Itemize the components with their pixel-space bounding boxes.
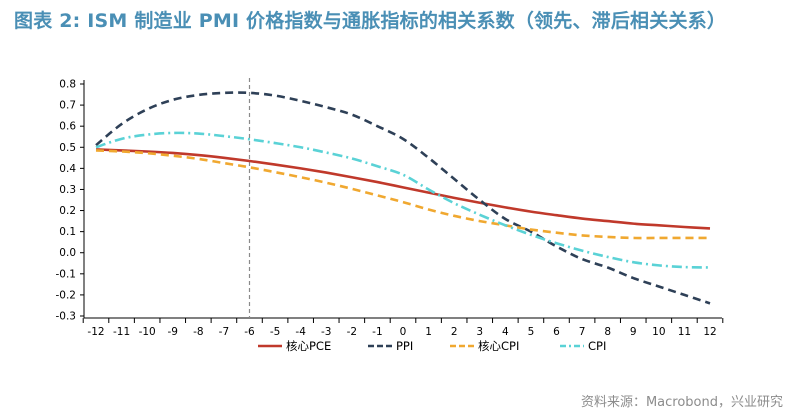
legend-label-0: 核心PCE bbox=[286, 339, 331, 353]
x-tick-label: 2 bbox=[451, 326, 458, 338]
x-tick-label: 5 bbox=[528, 326, 535, 338]
x-tick-label: 1 bbox=[425, 326, 432, 338]
x-tick-label: 10 bbox=[652, 326, 665, 338]
chart-title: 图表 2: ISM 制造业 PMI 价格指数与通胀指标的相关系数（领先、滞后相关… bbox=[14, 10, 727, 32]
x-tick-label: -12 bbox=[87, 326, 104, 338]
series-line-0 bbox=[95, 148, 711, 230]
x-tick-label: -5 bbox=[270, 326, 280, 338]
x-tick-label: 6 bbox=[553, 326, 560, 338]
x-tick-label: 0 bbox=[400, 326, 407, 338]
x-tick-label: 7 bbox=[579, 326, 586, 338]
y-tick-label: -0.2 bbox=[56, 289, 77, 301]
x-tick-label: -2 bbox=[347, 326, 357, 338]
x-tick-label: 3 bbox=[476, 326, 483, 338]
x-tick-label: -7 bbox=[219, 326, 229, 338]
x-tick-label: 12 bbox=[703, 326, 716, 338]
x-tick-label: -9 bbox=[168, 326, 178, 338]
legend-label-1: PPI bbox=[396, 339, 413, 353]
y-tick-label: 0.6 bbox=[59, 121, 76, 133]
series-line-2 bbox=[95, 149, 710, 240]
y-tick-label: 0.0 bbox=[59, 247, 76, 259]
x-tick-label: -11 bbox=[113, 326, 130, 338]
y-tick-label: 0.1 bbox=[59, 226, 76, 238]
y-tick-label: 0.2 bbox=[59, 205, 76, 217]
source-note: 资料来源：Macrobond，兴业研究 bbox=[580, 395, 783, 410]
x-tick-label: 4 bbox=[502, 326, 509, 338]
chart-series bbox=[95, 91, 711, 305]
x-tick-label: 8 bbox=[604, 326, 611, 338]
y-tick-label: 0.3 bbox=[59, 184, 76, 196]
y-tick-label: -0.1 bbox=[56, 268, 77, 280]
chart-axes: -0.3 -0.2 -0.1 0.0 0.1 0.2 0.3 0.4 0.5 0.6 0.7 0.8 -… bbox=[56, 78, 724, 338]
x-tick-label: 11 bbox=[678, 326, 691, 338]
series-line-3 bbox=[95, 131, 711, 269]
y-tick-label: 0.7 bbox=[59, 100, 76, 112]
y-tick-label: -0.3 bbox=[56, 311, 77, 323]
legend-label-2: 核心CPI bbox=[478, 339, 519, 353]
legend-label-3: CPI bbox=[588, 339, 606, 353]
x-tick-label: -6 bbox=[244, 326, 255, 338]
y-tick-label: 0.8 bbox=[59, 79, 76, 91]
x-tick-label: -3 bbox=[321, 326, 331, 338]
series-line-1 bbox=[95, 91, 711, 305]
x-tick-label: -4 bbox=[295, 326, 306, 338]
x-tick-label: -1 bbox=[372, 326, 382, 338]
x-tick-label: -10 bbox=[139, 326, 156, 338]
x-tick-label: -8 bbox=[193, 326, 203, 338]
x-tick-label: 9 bbox=[630, 326, 637, 338]
chart-legend: 核心PCE PPI 核心CPI CPI bbox=[258, 339, 606, 353]
y-tick-label: 0.5 bbox=[59, 142, 76, 154]
y-tick-label: 0.4 bbox=[59, 163, 76, 175]
